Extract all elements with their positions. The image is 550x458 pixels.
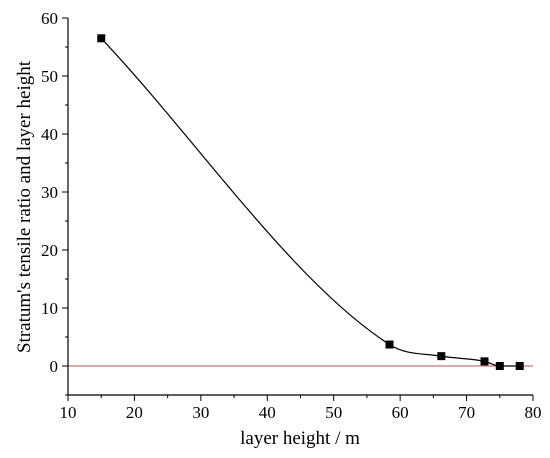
- data-point: [385, 340, 394, 349]
- x-axis-label: layer height / m: [240, 428, 360, 449]
- y-tick-label: 20: [41, 241, 58, 260]
- data-point: [480, 357, 489, 366]
- x-tick-label: 80: [525, 403, 542, 422]
- y-tick-label: 40: [41, 125, 58, 144]
- y-tick-label: 50: [41, 67, 58, 86]
- data-point: [515, 362, 524, 370]
- y-tick-label: 30: [41, 183, 58, 202]
- series-line: [100, 37, 520, 367]
- x-tick-label: 70: [458, 403, 475, 422]
- y-axis-label: Stratum's tensile ratio and layer height: [14, 60, 35, 353]
- y-tick-label: 10: [41, 299, 58, 318]
- data-point: [495, 362, 504, 370]
- x-tick-label: 60: [392, 403, 409, 422]
- x-tick-label: 10: [60, 403, 77, 422]
- x-tick-label: 40: [259, 403, 276, 422]
- x-tick-label: 30: [192, 403, 209, 422]
- y-tick-label: 60: [41, 9, 58, 28]
- x-tick-label: 50: [325, 403, 342, 422]
- data-point: [437, 352, 446, 361]
- data-point: [97, 34, 106, 43]
- x-tick-label: 20: [126, 403, 143, 422]
- y-tick-label: 0: [50, 357, 59, 376]
